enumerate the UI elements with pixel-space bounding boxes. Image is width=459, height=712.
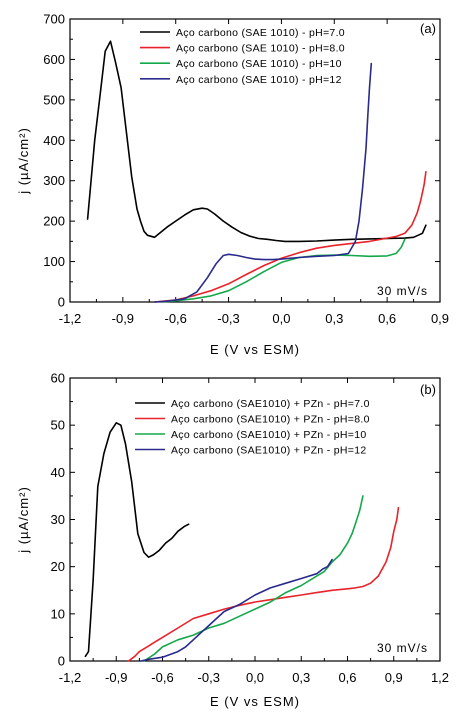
y-tick-label: 0 <box>58 654 65 669</box>
y-tick-label: 200 <box>43 214 65 229</box>
panel-label: (b) <box>420 382 436 397</box>
y-tick-label: 500 <box>43 92 65 107</box>
y-tick-label: 0 <box>58 295 65 310</box>
legend-entry: Aço carbono (SAE1010) + PZn - pH=10 <box>171 429 367 441</box>
x-tick-label: -1,2 <box>59 670 81 685</box>
series-line-1 <box>127 506 400 662</box>
y-tick-label: 700 <box>43 12 65 27</box>
series-line-0 <box>86 40 427 243</box>
x-tick-label: 0,0 <box>272 311 290 326</box>
x-tick-label: 0,6 <box>338 670 356 685</box>
y-tick-label: 50 <box>51 418 65 433</box>
y-tick-label: 400 <box>43 133 65 148</box>
series-line-3 <box>153 62 373 303</box>
y-tick-label: 20 <box>51 559 65 574</box>
x-axis-label: E (V vs ESM) <box>210 694 300 709</box>
x-tick-label: 0,9 <box>431 311 449 326</box>
legend-entry: Aço carbono (SAE1010) + PZn - pH=12 <box>171 445 367 457</box>
y-tick-label: 600 <box>43 52 65 67</box>
panel-b: -1,2 -0,9 -0,6 -0,3 0,0 0,3 0,6 0,9 1,2 0 10 20 30 40… <box>16 371 449 710</box>
y-tick-label: 40 <box>51 465 65 480</box>
series-line-3 <box>140 558 333 662</box>
y-tick-label: 10 <box>51 606 65 621</box>
scan-rate-annotation: 30 mV/s <box>377 284 428 298</box>
x-tick-label: 0,3 <box>292 670 310 685</box>
legend-entry: Aço carbono (SAE 1010) - pH=7.0 <box>176 27 345 39</box>
x-tick-label: -0,9 <box>105 670 127 685</box>
x-tick-label: -0,3 <box>198 670 220 685</box>
legend-entry: Aço carbono (SAE1010) + PZn - pH=8.0 <box>171 414 370 426</box>
x-tick-label: -0,9 <box>112 311 134 326</box>
series-line-0 <box>84 421 190 658</box>
scan-rate-annotation: 30 mV/s <box>377 641 428 655</box>
y-axis-label: j (µA/cm²) <box>16 486 31 554</box>
legend-entry: Aço carbono (SAE 1010) - pH=12 <box>176 74 342 86</box>
series-line-2 <box>160 238 406 303</box>
legend-entry: Aço carbono (SAE 1010) - pH=10 <box>176 58 342 70</box>
x-tick-label: 0,6 <box>378 311 396 326</box>
x-axis-label: E (V vs ESM) <box>210 342 300 357</box>
x-tick-label: 0,3 <box>325 311 343 326</box>
x-tick-label: -0,6 <box>165 311 187 326</box>
y-tick-label: 300 <box>43 173 65 188</box>
series-line-2 <box>143 495 364 662</box>
x-tick-label: 0,9 <box>385 670 403 685</box>
y-tick-label: 100 <box>43 254 65 269</box>
x-tick-label: 0,0 <box>246 670 264 685</box>
panel-a: -1,2 -0,9 -0,6 -0,3 0,0 0,3 0,6 0,9 0 100 200 300 40… <box>16 12 449 358</box>
panel-label: (a) <box>420 21 436 36</box>
legend-entry: Aço carbono (SAE1010) + PZn - pH=7.0 <box>171 398 370 410</box>
x-tick-label: -0,6 <box>151 670 173 685</box>
x-tick-label: 1,2 <box>431 670 449 685</box>
legend-entry: Aço carbono (SAE 1010) - pH=8.0 <box>176 43 345 55</box>
y-axis-label: j (µA/cm²) <box>16 127 31 195</box>
series-line-1 <box>153 171 427 303</box>
y-tick-label: 60 <box>51 371 65 386</box>
x-tick-label: -0,3 <box>217 311 239 326</box>
y-tick-label: 30 <box>51 512 65 527</box>
x-tick-label: -1,2 <box>59 311 81 326</box>
